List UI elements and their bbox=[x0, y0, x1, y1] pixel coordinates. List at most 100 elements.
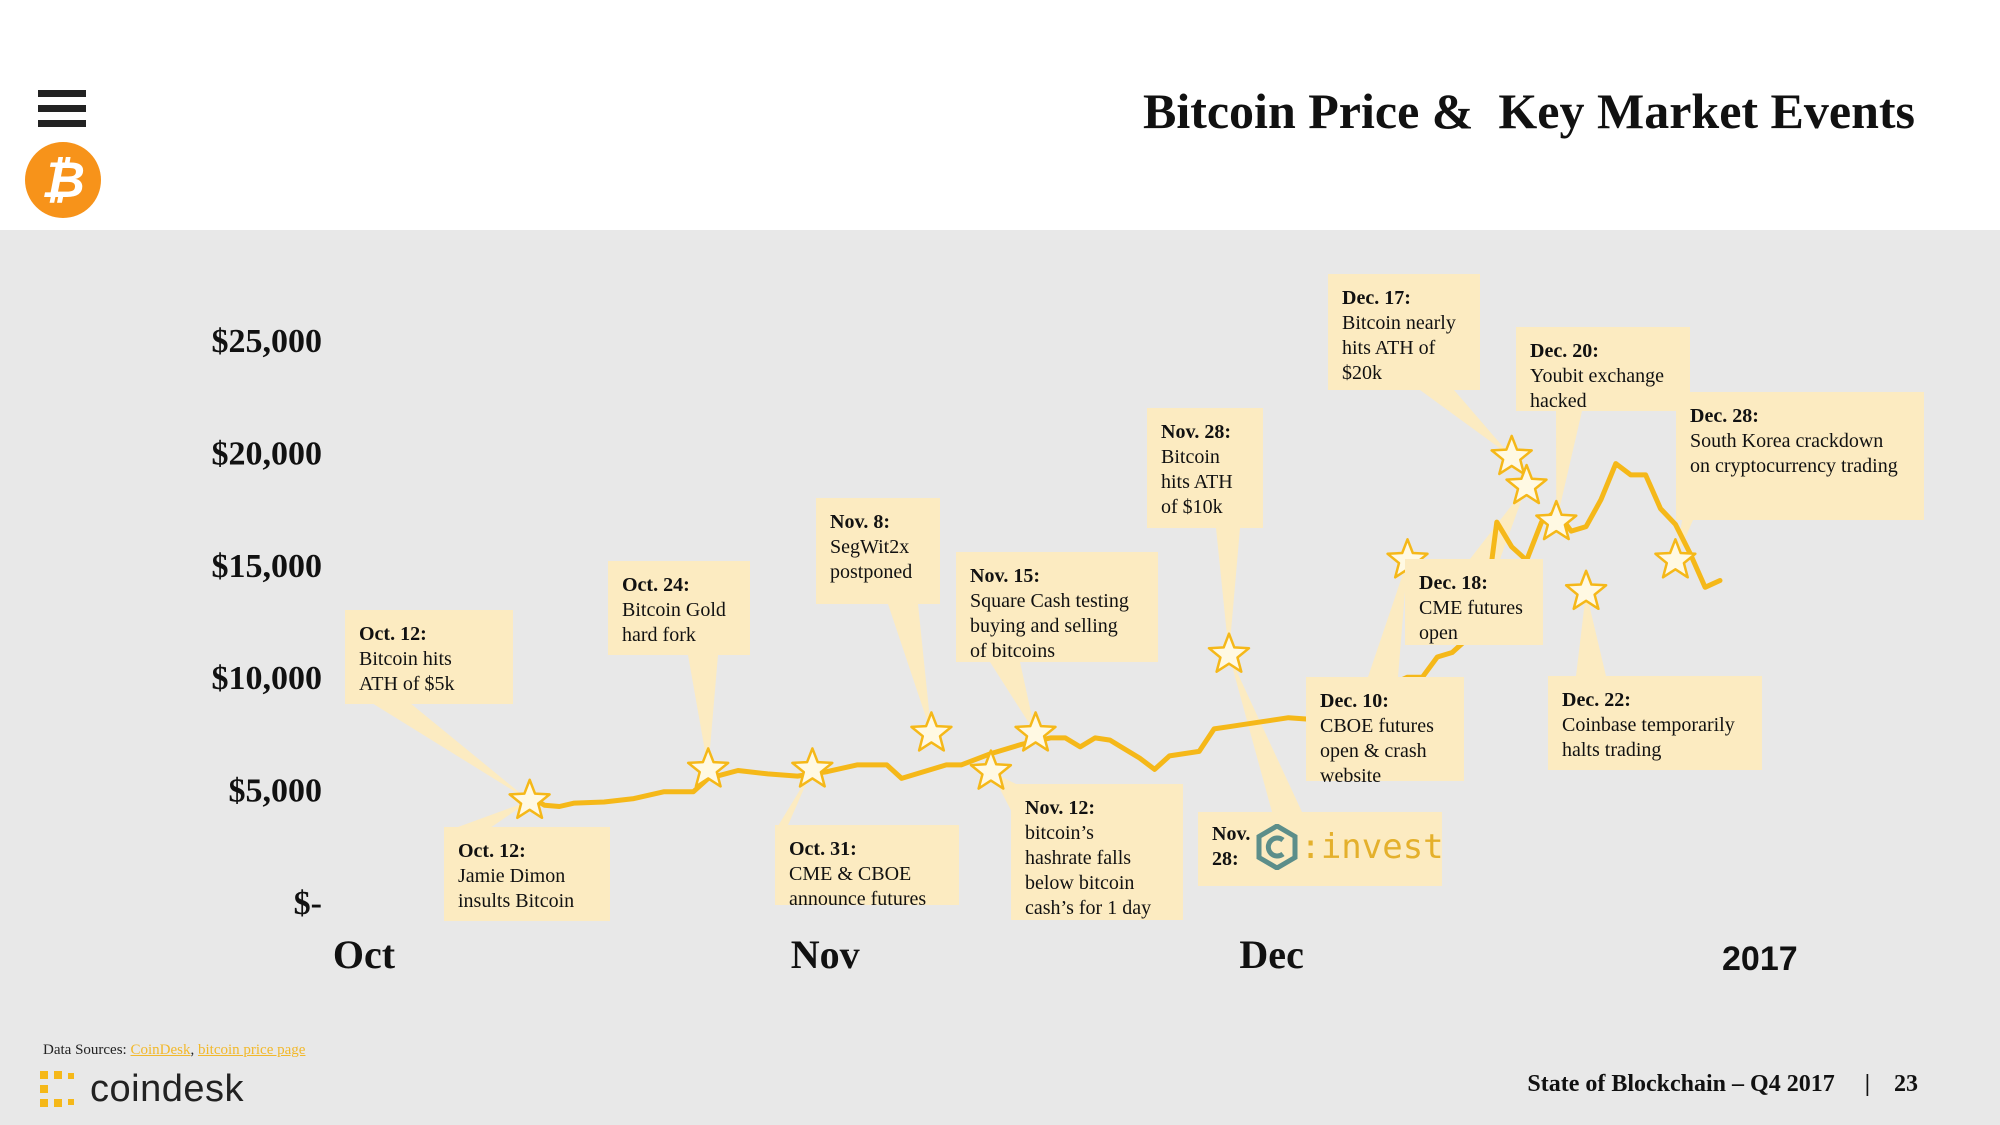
callout-text: Bitcoin hits ATH of $5k bbox=[359, 648, 455, 695]
callout-date: Dec. 20: bbox=[1530, 340, 1599, 362]
bitcoin-logo-icon: ₿ bbox=[25, 142, 101, 218]
callout-dec10: Dec. 10: CBOE futures open & crash websi… bbox=[1306, 677, 1464, 787]
event-star-marker bbox=[1654, 538, 1697, 579]
bitcoin-price-page-link[interactable]: bitcoin price page bbox=[197, 1042, 306, 1058]
callout-dec18: Dec. 18: CME futures open bbox=[1405, 559, 1543, 645]
coindesk-logo: coindesk bbox=[38, 1066, 244, 1112]
callout-text: Jamie Dimon insults Bitcoin bbox=[458, 865, 575, 912]
callout-text: CME & CBOE announce futures bbox=[789, 863, 927, 910]
callout-oct24: Oct. 24: Bitcoin Gold hard fork bbox=[608, 561, 750, 655]
y-tick-label: $15,000 bbox=[212, 548, 323, 585]
page-number: 23 bbox=[1894, 1071, 1918, 1097]
callout-date: Dec. 28: bbox=[1690, 405, 1759, 427]
callout-oct12-dimon: Oct. 12: Jamie Dimon insults Bitcoin bbox=[444, 827, 610, 921]
callout-text: SegWit2x postponed bbox=[830, 536, 913, 583]
y-tick-label: $5,000 bbox=[229, 773, 323, 810]
callout-text: South Korea crackdown on cryptocurrency … bbox=[1690, 430, 1898, 477]
callout-date: Nov. 15: bbox=[970, 565, 1040, 587]
callout-pointer bbox=[888, 604, 932, 734]
callout-date: Nov. 12: bbox=[1025, 797, 1095, 819]
x-tick-label: Dec bbox=[1239, 932, 1303, 977]
footer-separator: | bbox=[1864, 1071, 1870, 1097]
event-star-marker bbox=[1535, 499, 1578, 541]
callout-pointer bbox=[458, 800, 530, 850]
footer-report: State of Blockchain – Q4 2017 | 23 bbox=[1527, 1071, 1918, 1098]
callout-text: CME futures open bbox=[1419, 597, 1523, 644]
callout-oct31: Oct. 31: CME & CBOE announce futures bbox=[775, 825, 959, 910]
callout-pointer bbox=[1368, 560, 1408, 677]
price-chart: $- $5,000 $10,000 $15,000 $20,000 $25,000 Oct N… bbox=[212, 323, 1740, 977]
callout-date: Dec. 22: bbox=[1562, 689, 1631, 711]
callout-pointer bbox=[1576, 591, 1606, 676]
callout-pointer bbox=[372, 703, 530, 801]
hamburger-menu-icon[interactable] bbox=[38, 90, 86, 130]
callout-nov15: Nov. 15: Square Cash testing buying and … bbox=[956, 552, 1158, 662]
callout-pointer bbox=[990, 771, 1016, 820]
event-star-marker bbox=[1207, 632, 1251, 673]
callout-dec28: Dec. 28: South Korea crackdown on crypto… bbox=[1676, 392, 1924, 520]
callout-text: bitcoin’s hashrate falls below bitcoin c… bbox=[1025, 822, 1152, 919]
callout-pointer bbox=[1470, 486, 1527, 559]
callout-date: Oct. 31: bbox=[789, 838, 857, 860]
invest-wordmark: :invest bbox=[1300, 826, 1444, 867]
callout-date: Nov. 28: bbox=[1212, 823, 1251, 870]
callout-dec17: Dec. 17: Bitcoin nearly hits ATH of $20k bbox=[1328, 274, 1480, 390]
price-series-line bbox=[527, 461, 1723, 809]
callout-text: Bitcoin hits ATH of $10k bbox=[1161, 446, 1233, 518]
header: ₿ Bitcoin Price & Key Market Events bbox=[0, 0, 2000, 230]
cinvest-hexagon-icon bbox=[1256, 824, 1298, 870]
callout-dec20: Dec. 20: Youbit exchange hacked bbox=[1516, 327, 1690, 412]
sources-separator: , bbox=[190, 1042, 198, 1058]
y-tick-label: $- bbox=[294, 885, 322, 922]
callout-nov8: Nov. 8: SegWit2x postponed bbox=[816, 498, 940, 604]
sources-label: Data Sources: bbox=[43, 1042, 131, 1058]
callout-text: Coinbase temporarily halts trading bbox=[1562, 714, 1735, 761]
callout-date: Oct. 12: bbox=[458, 840, 526, 862]
y-tick-label: $20,000 bbox=[212, 435, 323, 472]
report-title: State of Blockchain – Q4 2017 bbox=[1527, 1071, 1835, 1097]
event-star-marker bbox=[910, 711, 953, 752]
data-sources: Data Sources: CoinDesk, bitcoin price pa… bbox=[43, 1042, 305, 1059]
callout-date: Oct. 24: bbox=[622, 574, 690, 596]
event-star-marker bbox=[791, 747, 834, 788]
event-star-marker bbox=[1564, 569, 1608, 611]
callout-text: Youbit exchange hacked bbox=[1530, 365, 1665, 412]
callout-nov28-ath: Nov. 28: Bitcoin hits ATH of $10k bbox=[1147, 408, 1263, 528]
y-tick-label: $25,000 bbox=[212, 323, 323, 360]
coindesk-logo-icon bbox=[40, 1071, 74, 1107]
event-star-marker bbox=[1490, 434, 1533, 476]
callout-text: CBOE futures open & crash website bbox=[1320, 715, 1434, 787]
callout-dec22: Dec. 22: Coinbase temporarily halts trad… bbox=[1548, 676, 1762, 770]
callout-date: Nov. 28: bbox=[1161, 421, 1231, 443]
cinvest-logo-icon: :invest bbox=[1256, 824, 1444, 870]
x-tick-label: Nov bbox=[791, 932, 860, 977]
callout-pointer bbox=[688, 655, 718, 770]
callout-text: Square Cash testing buying and selling o… bbox=[970, 590, 1129, 662]
callout-pointer bbox=[1556, 411, 1582, 523]
callout-pointer bbox=[1420, 390, 1512, 457]
year-label: 2017 bbox=[1722, 940, 1798, 978]
callout-pointer bbox=[1216, 528, 1240, 655]
callout-pointer bbox=[990, 662, 1036, 734]
event-star-marker bbox=[686, 747, 730, 788]
callout-oct12-ath: Oct. 12: Bitcoin hits ATH of $5k bbox=[345, 610, 513, 704]
coindesk-wordmark: coindesk bbox=[90, 1067, 244, 1110]
event-star-marker bbox=[1505, 463, 1548, 505]
callout-pointer bbox=[1675, 413, 1740, 561]
page-title: Bitcoin Price & Key Market Events bbox=[1142, 83, 1915, 139]
event-star-marker bbox=[1014, 711, 1057, 752]
callout-text: Bitcoin nearly hits ATH of $20k bbox=[1342, 312, 1456, 384]
callout-date: Nov. 8: bbox=[830, 511, 890, 533]
event-star-marker bbox=[969, 749, 1013, 790]
event-star-marker bbox=[508, 778, 551, 820]
callout-nov28-invest: Nov. 28: :invest bbox=[1198, 812, 1444, 886]
callout-date: Dec. 17: bbox=[1342, 287, 1411, 309]
callout-pointer bbox=[1228, 654, 1302, 812]
callout-date: Dec. 18: bbox=[1419, 572, 1488, 594]
coindesk-source-link[interactable]: CoinDesk bbox=[130, 1042, 191, 1058]
x-tick-label: Oct bbox=[333, 932, 396, 977]
callout-text: Bitcoin Gold hard fork bbox=[622, 599, 726, 646]
callout-date: Oct. 12: bbox=[359, 623, 427, 645]
callout-nov12: Nov. 12: bitcoin’s hashrate falls below … bbox=[1011, 784, 1183, 920]
y-tick-label: $10,000 bbox=[212, 660, 323, 697]
